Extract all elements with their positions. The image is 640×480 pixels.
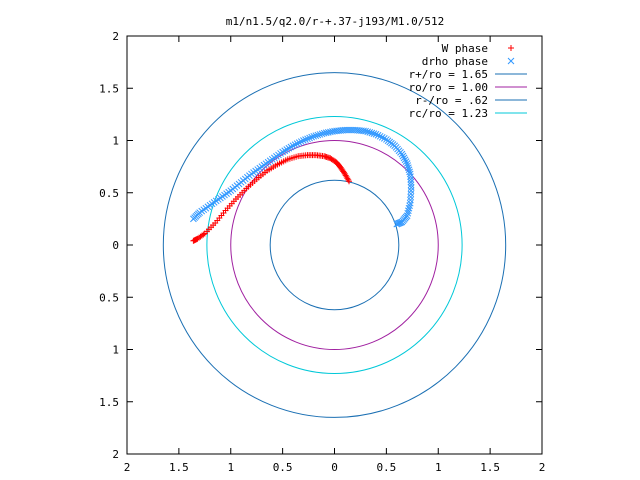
drho-phase-point [402, 158, 410, 165]
drho-phase-point [312, 132, 320, 140]
drho-phase-point [404, 162, 412, 169]
drho-phase-point [314, 131, 322, 139]
x-tick-label: 1.5 [480, 461, 500, 474]
drho-phase-point [405, 204, 413, 212]
legend-marker [507, 57, 515, 65]
y-tick-label: 0.5 [99, 291, 119, 304]
drho-phase-point [291, 141, 299, 149]
drho-phase-point [400, 154, 408, 162]
x-tick-label: 1 [435, 461, 442, 474]
drho-phase-point [403, 212, 411, 220]
legend-label: ro/ro = 1.00 [409, 81, 488, 94]
drho-phase-point [405, 207, 412, 215]
drho-phase-point [378, 134, 386, 141]
w-phase-point [190, 237, 197, 244]
drho-phase-point [318, 130, 326, 138]
drho-phase-point [366, 128, 374, 136]
drho-phase-point [190, 215, 197, 223]
drho-phase-point [297, 138, 305, 145]
x-tick-label: 0.5 [376, 461, 396, 474]
x-tick-label: 2 [539, 461, 546, 474]
drho-phase-point [304, 135, 311, 143]
drho-phase-point [407, 181, 415, 189]
y-tick-label: 2 [112, 30, 119, 43]
y-tick-label: 1 [112, 344, 119, 357]
drho-phase-point [295, 139, 303, 146]
drho-phase-point [406, 168, 413, 176]
drho-phase-point [370, 130, 378, 137]
drho-phase-point [316, 131, 324, 138]
legend-label: r-/ro = .62 [415, 94, 488, 107]
legend-marker [508, 45, 514, 51]
drho-phase-point [399, 152, 407, 160]
drho-phase-point [374, 131, 382, 139]
drho-phase-point [407, 184, 415, 191]
drho-phase-point [407, 178, 415, 186]
y-tick-label: 0.5 [99, 187, 119, 200]
x-tick-label: 0 [331, 461, 338, 474]
x-tick-label: 1 [227, 461, 234, 474]
drho-phase-point [380, 135, 388, 142]
drho-phase-point [407, 190, 415, 198]
drho-phase-point [407, 193, 415, 201]
y-tick-label: 2 [112, 448, 119, 461]
drho-phase-point [320, 129, 328, 137]
drho-phase-point [372, 130, 380, 138]
drho-phase-point [407, 187, 415, 195]
chart-title: m1/n1.5/q2.0/r-+.37-j193/M1.0/512 [226, 15, 445, 28]
drho-phase-point [407, 176, 415, 183]
drho-phase-point [406, 202, 413, 210]
y-tick-label: 1.5 [99, 82, 119, 95]
drho-phase-point [405, 166, 413, 174]
drho-phase-point [293, 140, 301, 147]
legend-label: drho phase [422, 55, 488, 68]
drho-phase-point [368, 129, 376, 137]
drho-phase-point [407, 196, 414, 204]
drho-phase-point [376, 132, 384, 140]
circle-r+ro-series [162, 72, 507, 418]
circle-rcro-series [206, 115, 463, 375]
points-layer [190, 126, 415, 244]
drho-phase-point [404, 209, 412, 217]
legend-label: rc/ro = 1.23 [409, 107, 488, 120]
drho-phase-point [306, 134, 313, 142]
x-tick-label: 0.5 [273, 461, 293, 474]
circles-layer [162, 72, 507, 418]
drho-phase-point [405, 164, 412, 172]
drho-phase-point [322, 129, 330, 137]
y-tick-label: 1 [112, 135, 119, 148]
y-tick-label: 0 [112, 239, 119, 252]
drho-phase-point [310, 132, 318, 140]
drho-phase-point [308, 133, 316, 141]
legend-label: r+/ro = 1.65 [409, 68, 488, 81]
axis-ticks: 2 1.5 1 0.5 0 0.5 1 1.5 221.510.500.511.52 [99, 30, 545, 474]
drho-phase-point [302, 136, 309, 144]
x-tick-label: 1.5 [169, 461, 189, 474]
drho-phase-point [403, 160, 411, 167]
drho-phase-point [406, 170, 414, 178]
x-tick-label: 2 [124, 461, 131, 474]
y-tick-label: 1.5 [99, 396, 119, 409]
circle-roro-series [230, 140, 439, 350]
drho-phase-point [383, 136, 390, 143]
legend-label: W phase [442, 42, 488, 55]
circle-r-ro-series [269, 179, 400, 311]
drho-phase-point [401, 156, 409, 164]
drho-phase-point [300, 137, 307, 144]
